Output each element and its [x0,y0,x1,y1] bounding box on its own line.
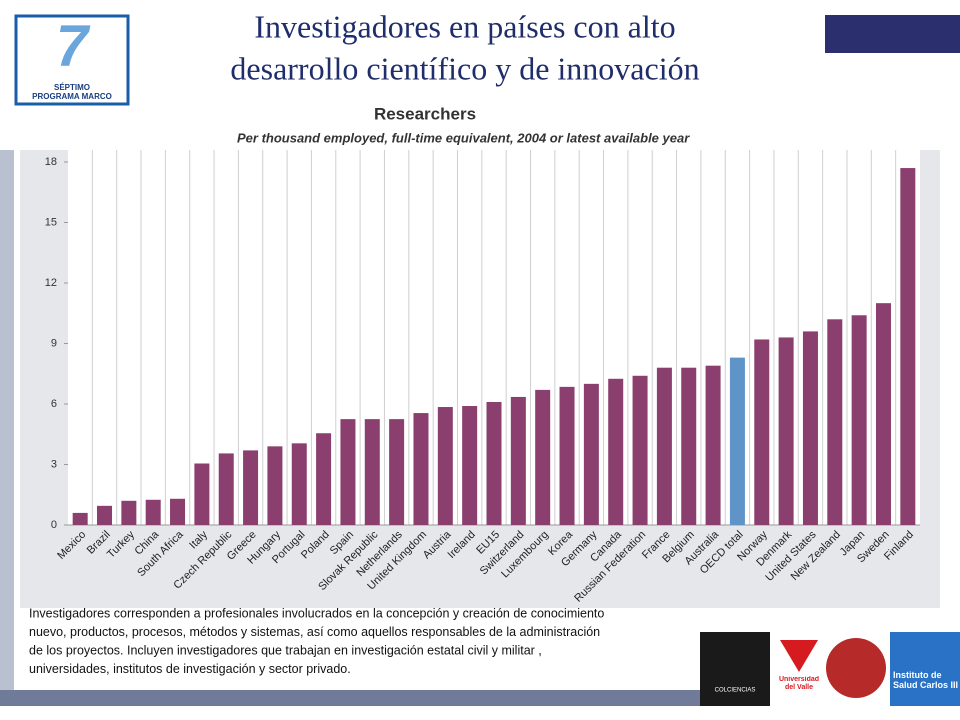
bar [413,413,429,525]
bar [170,498,186,525]
slide-title: desarrollo científico y de innovación [230,50,699,86]
bar [218,453,234,525]
logo-seven: 7 [56,13,91,78]
logo-label: COLCIENCIAS [715,688,756,694]
note-box [20,608,700,690]
bottom-stripe [0,690,700,706]
isciii-label-box: Instituto de Salud Carlos III [893,670,959,690]
slide-title: Investigadores en países con alto [254,8,675,44]
bar [437,407,453,525]
bar [267,446,283,525]
bar [559,386,575,525]
bar [462,406,478,525]
logo-text: PROGRAMA MARCO [32,92,112,101]
y-tick-label: 0 [51,519,57,531]
side-stripe [0,150,14,690]
bar [72,512,88,525]
chart-subtitle: Per thousand employed, full-time equival… [237,130,690,145]
corner-block [825,15,960,53]
bar [243,450,259,525]
y-tick-label: 3 [51,458,57,470]
bar [851,315,867,525]
bar [510,396,526,525]
logo-text: SÉPTIMO [54,83,90,92]
bar [340,419,356,525]
logo-label: Universidad del Valle [778,676,820,691]
logo-label: Instituto de Salud Carlos III [893,670,959,690]
bar [316,433,332,525]
bar [900,168,916,526]
note-line: nuevo, productos, procesos, métodos y si… [29,625,600,639]
y-tick-label: 15 [45,216,57,228]
bar [535,389,551,525]
colciencias-logo [700,632,770,706]
bar [486,401,502,525]
chart-title: Researchers [374,104,476,123]
bar [778,337,794,525]
univalle-label-box: Universidad del Valle [778,676,820,691]
bar [802,331,818,525]
bar [291,443,307,525]
bar [145,499,161,525]
bar [121,500,137,525]
bar [583,383,599,525]
bar [754,339,770,525]
bar [194,463,210,525]
isciii-logo [890,632,960,706]
bar [827,319,843,525]
y-tick-label: 6 [51,398,57,410]
bar [656,367,672,525]
univalle-shape [780,640,818,672]
y-tick-label: 9 [51,337,57,349]
note-line: de los proyectos. Incluyen investigadore… [29,643,542,657]
bar [364,419,380,525]
note-line: Investigadores corresponden a profesiona… [29,606,604,620]
fp7-logo [14,14,130,106]
university-seal [826,638,886,698]
y-tick-label: 12 [45,277,57,289]
bar [389,419,405,525]
y-tick-label: 18 [45,156,57,168]
bar [632,375,648,525]
bar [97,505,113,525]
bar [681,367,697,525]
bar [875,303,891,525]
bar [705,365,721,525]
note-line: universidades, institutos de investigaci… [29,662,351,676]
bar [608,378,624,525]
bar [729,357,745,525]
